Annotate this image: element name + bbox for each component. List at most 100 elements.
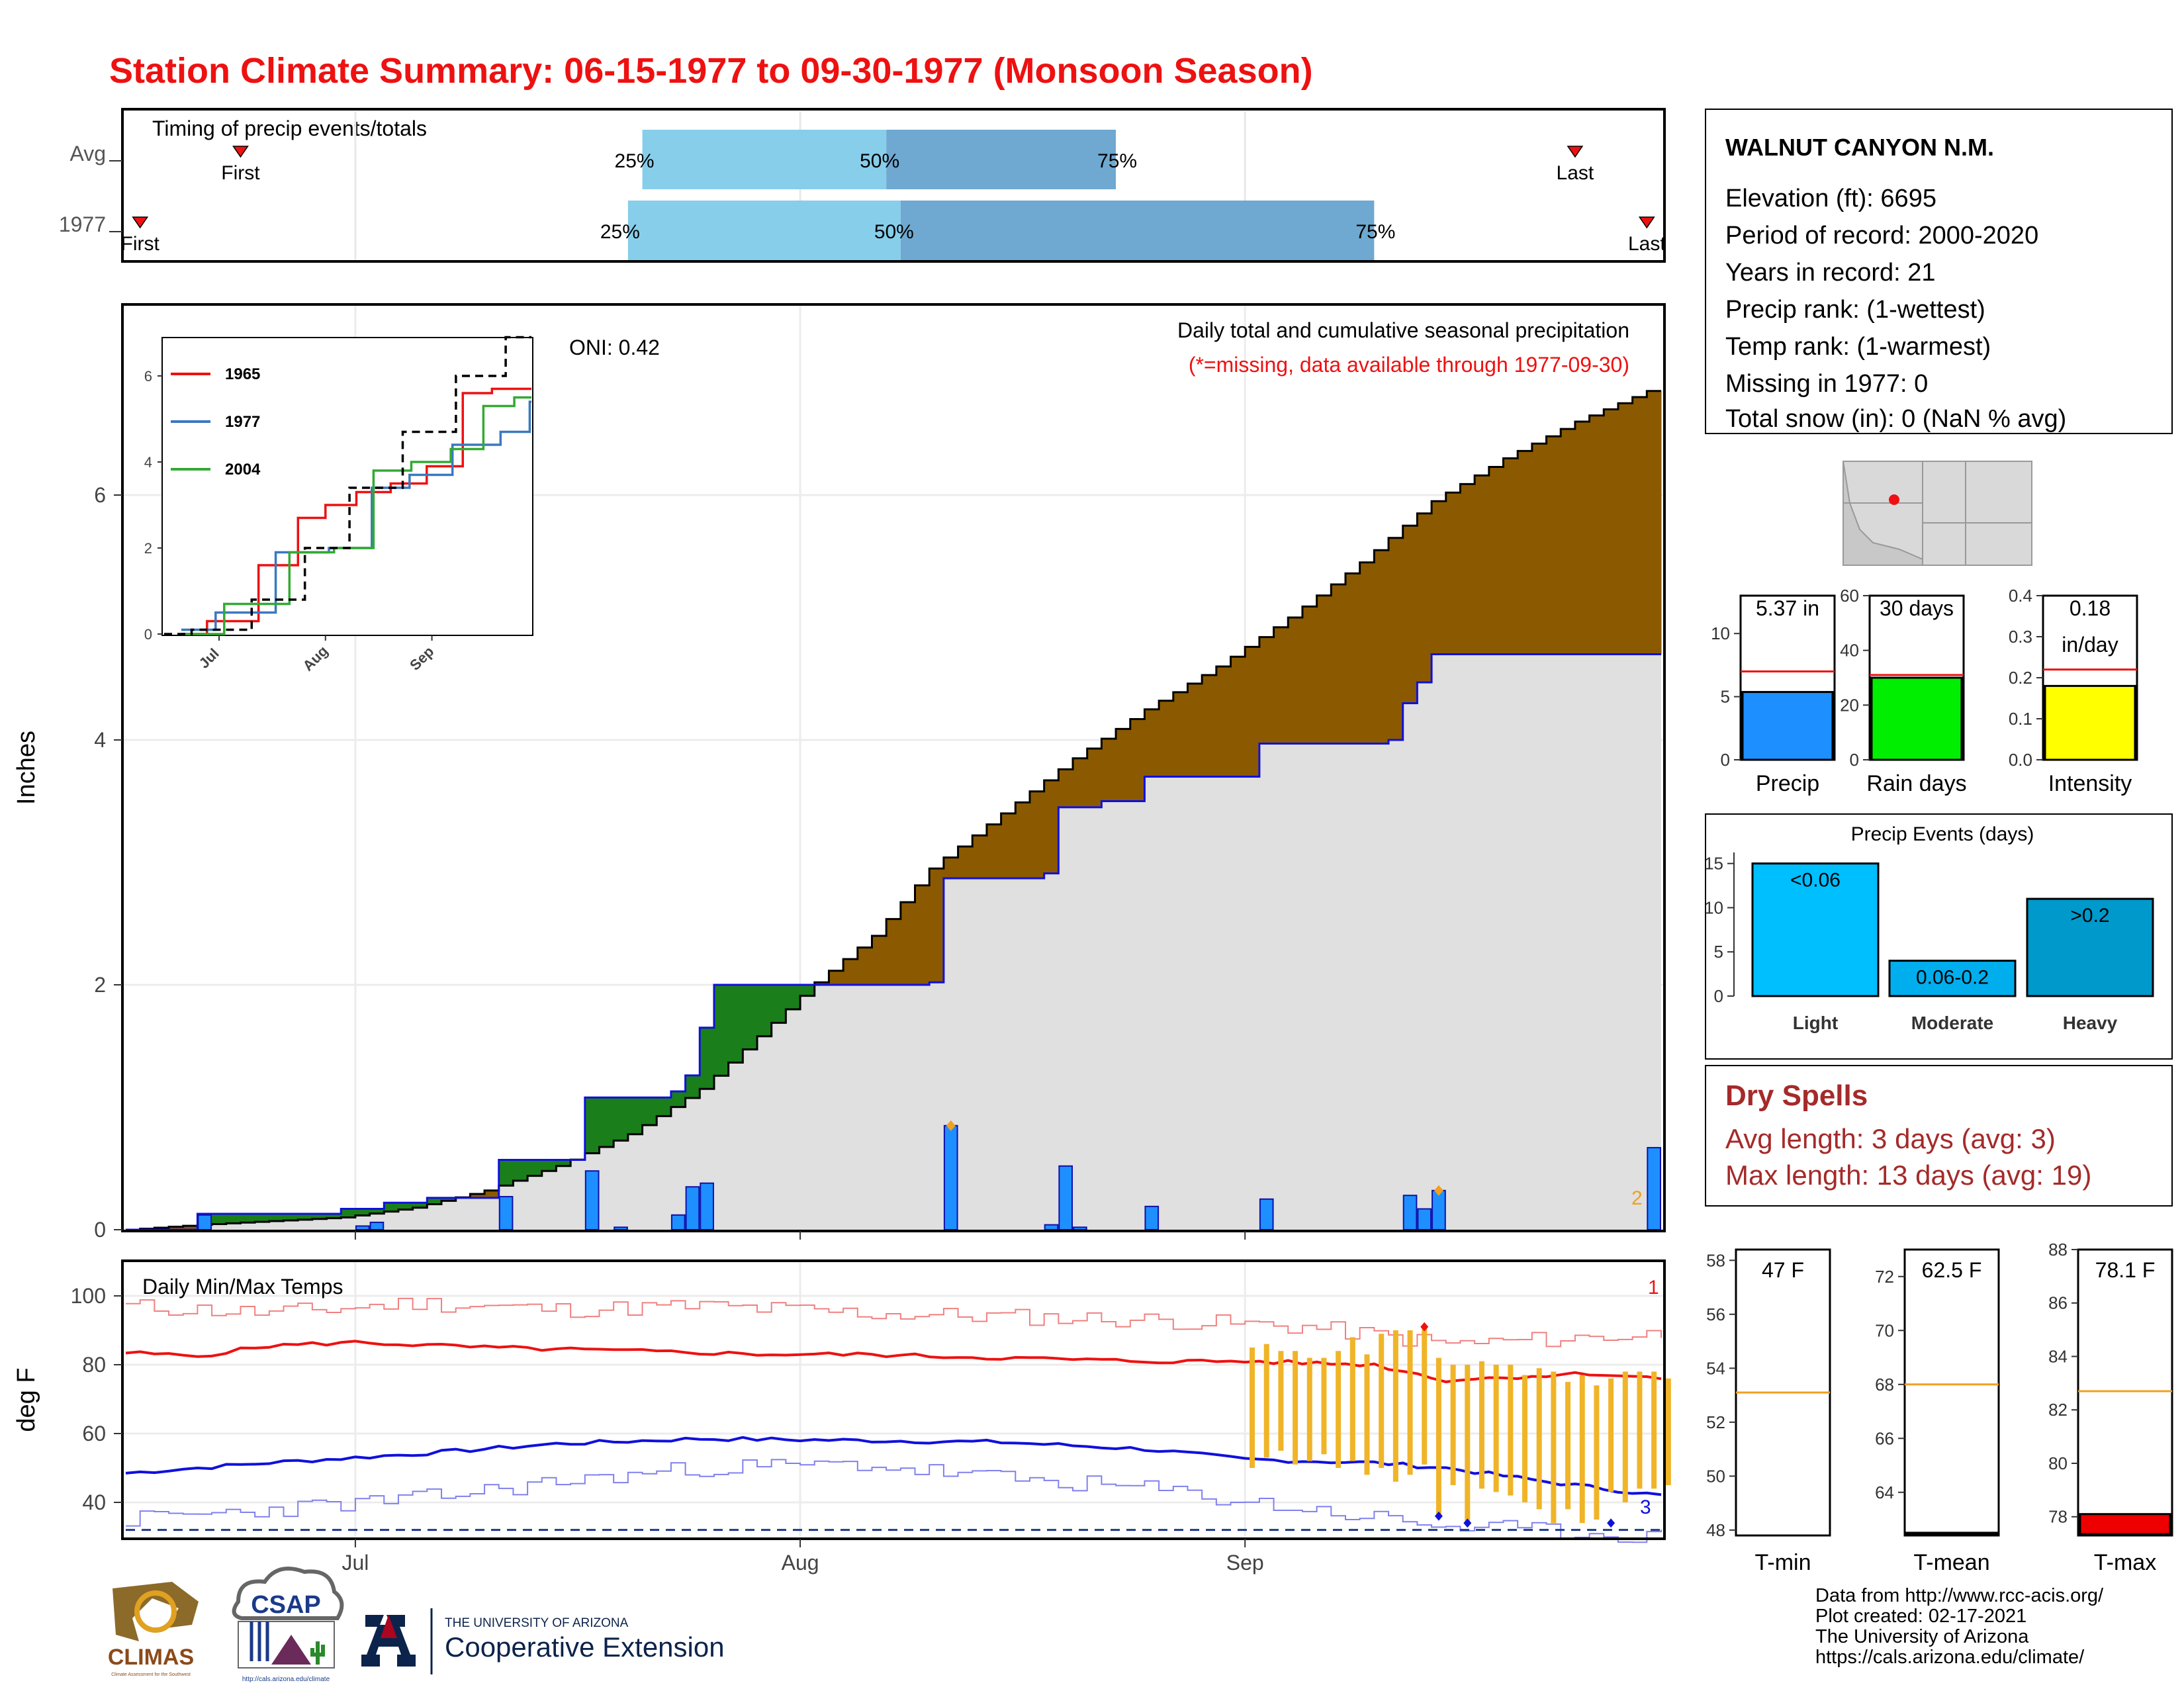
below-average-area <box>944 858 958 878</box>
gauge-tick-label: 10 <box>1711 623 1730 643</box>
ua-big-text: Cooperative Extension <box>445 1631 725 1663</box>
below-average-area <box>1489 467 1504 654</box>
below-average-area <box>987 825 1001 878</box>
above-average-area <box>384 1203 398 1211</box>
inset-y-tick-label: 2 <box>144 540 152 557</box>
below-average-area <box>858 948 872 985</box>
quartile-band-50-75 <box>901 201 1375 260</box>
precip-corner-note: 2 <box>1631 1187 1643 1209</box>
dry-spells-panel: Dry Spells Avg length: 3 days (avg: 3) M… <box>1706 1066 2172 1206</box>
below-average-area <box>929 868 944 982</box>
csap-logo: CSAP http://cals.arizona.edu/climate <box>234 1569 342 1683</box>
daily-precip-bar <box>1145 1207 1158 1230</box>
below-average-area <box>1187 684 1202 777</box>
temp-y-tick-label: 80 <box>82 1353 106 1377</box>
below-average-area <box>1001 813 1016 878</box>
footer-line-university: The University of Arizona <box>1815 1626 2029 1647</box>
below-average-area <box>829 971 843 985</box>
below-average-area <box>1360 563 1375 744</box>
inset-legend-label-1977: 1977 <box>225 413 260 431</box>
temp-gauge-tick-label: 52 <box>1706 1412 1725 1432</box>
temp-gauge-value-bar <box>1907 1533 1997 1534</box>
below-average-area <box>1288 617 1302 744</box>
below-average-area <box>901 902 915 985</box>
gauge-tick-label: 0.2 <box>2009 668 2032 688</box>
temp-gauge-value-label: 47 F <box>1762 1258 1804 1282</box>
quartile-label-50: 50% <box>860 150 899 172</box>
locator-map <box>1843 461 2032 565</box>
above-average-area <box>657 1097 671 1116</box>
station-info-box: WALNUT CANYON N.M. Elevation (ft): 6695 … <box>1706 109 2172 434</box>
below-average-area <box>1015 802 1030 878</box>
daily-precip-bar <box>672 1215 685 1230</box>
above-average-area <box>600 1097 614 1147</box>
below-average-area <box>958 846 973 878</box>
temp-gauge-value-label: 78.1 F <box>2095 1258 2156 1282</box>
gauge-tick-label: 0 <box>1850 750 1859 770</box>
below-average-area <box>1302 606 1317 743</box>
above-average-area <box>700 1028 714 1089</box>
last-event-label: Last <box>1557 162 1594 184</box>
info-missing: Missing in 1977: 0 <box>1725 370 1928 398</box>
last-event-label: Last <box>1628 233 1666 255</box>
above-average-area <box>240 1214 255 1222</box>
below-average-area <box>1216 666 1231 777</box>
daily-precip-bar <box>700 1183 713 1230</box>
temp-gauge-label: T-min <box>1755 1550 1811 1575</box>
above-average-area <box>686 1075 700 1098</box>
temp-gauge-tick-label: 78 <box>2048 1507 2068 1527</box>
below-average-area <box>1647 391 1661 655</box>
below-average-area <box>484 1191 499 1198</box>
events-title: Precip Events (days) <box>1851 823 2034 845</box>
timing-row-label-1977: 1977 <box>59 212 106 236</box>
gauge-value-bar <box>1743 692 1833 760</box>
above-average-area <box>643 1097 657 1125</box>
below-average-area <box>1403 526 1418 703</box>
above-average-area <box>786 985 800 1009</box>
below-average-area <box>1388 538 1403 740</box>
precip-y-tick-label: 4 <box>94 728 106 752</box>
quartile-label-75: 75% <box>1097 150 1137 172</box>
above-average-area <box>757 985 772 1036</box>
below-average-area <box>1547 436 1561 654</box>
below-average-area <box>1202 675 1216 777</box>
gauge-value-label: 30 days <box>1880 596 1954 620</box>
above-average-area <box>542 1160 557 1171</box>
below-average-area <box>1345 573 1360 743</box>
gauge-tick-label: 0.3 <box>2009 627 2032 647</box>
event-bar-label: Heavy <box>2063 1013 2118 1033</box>
below-average-area <box>1116 729 1130 801</box>
precip-y-tick-label: 0 <box>94 1218 106 1242</box>
footer-line-plot-created: Plot created: 02-17-2021 <box>1815 1606 2026 1627</box>
quartile-label-25: 25% <box>600 221 640 243</box>
below-average-area <box>1274 627 1289 744</box>
timing-panel-title: Timing of precip events/totals <box>152 116 427 140</box>
above-average-area <box>226 1214 241 1223</box>
above-average-area <box>585 1097 600 1153</box>
events-y-tick-label: 10 <box>1704 897 1723 917</box>
above-average-area <box>800 985 815 996</box>
temp-gauge-tick-label: 72 <box>1875 1267 1894 1287</box>
below-average-area <box>1374 550 1388 743</box>
temp-panel-title: Daily Min/Max Temps <box>142 1275 343 1299</box>
below-average-area <box>1590 416 1604 655</box>
month-label: Jul <box>341 1551 369 1575</box>
gauge-tick-label: 60 <box>1840 586 1859 606</box>
gauge-value-unit: in/day <box>2062 633 2118 657</box>
event-bar-label: Moderate <box>1911 1013 1993 1033</box>
gauge-tick-label: 0.1 <box>2009 709 2032 729</box>
daily-precip-bar <box>500 1197 513 1230</box>
daily-precip-bar <box>614 1227 627 1230</box>
precip-y-tick-label: 6 <box>94 483 106 507</box>
quartile-band-25-50 <box>628 201 901 260</box>
info-period: Period of record: 2000-2020 <box>1725 222 2038 250</box>
gauge-label: Rain days <box>1866 771 1966 796</box>
daily-precip-bar <box>1432 1191 1445 1230</box>
below-average-area <box>1073 758 1087 807</box>
below-average-area <box>1417 514 1432 682</box>
daily-precip-bar <box>356 1226 369 1230</box>
